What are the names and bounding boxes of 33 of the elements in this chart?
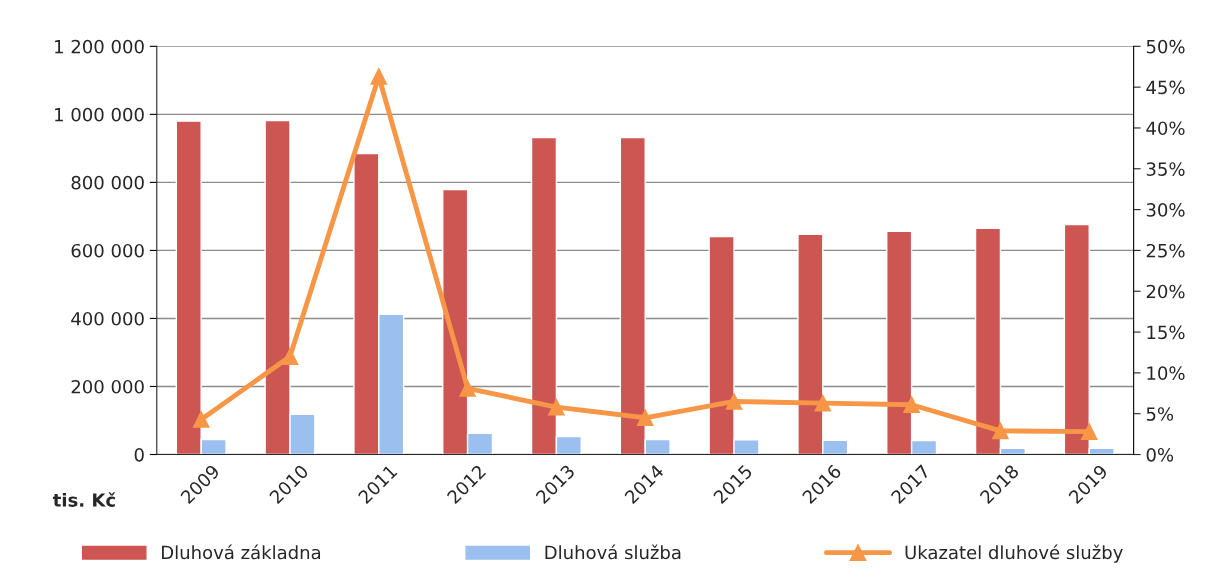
y2-tick-label: 5% <box>1146 407 1174 421</box>
legend-label: Ukazatel dluhové služby <box>905 544 1123 563</box>
point <box>992 422 1009 440</box>
point <box>725 393 743 410</box>
point <box>1080 423 1098 440</box>
y2-tick-label: 0% <box>1146 447 1174 462</box>
y2-tick-label: 30% <box>1146 203 1185 217</box>
y2-tick-label: 35% <box>1146 162 1185 176</box>
legend-label: Dluhová služba <box>545 544 681 560</box>
y-tick-label: 1 200 000 <box>55 39 144 54</box>
y2-tick-label: 45% <box>1146 80 1185 95</box>
y2-tick-label: 40% <box>1146 121 1185 136</box>
point <box>370 68 388 85</box>
text: tis. Kč <box>52 492 116 507</box>
y2-tick-label: 15% <box>1147 325 1185 340</box>
point <box>192 411 210 428</box>
point <box>281 348 299 365</box>
y-tick-label: 1 000 000 <box>55 107 144 122</box>
y2-tick-label: 25% <box>1146 243 1185 258</box>
y2-tick-label: 10% <box>1147 366 1185 380</box>
point <box>459 380 476 397</box>
y-tick-label: 600 000 <box>71 243 144 258</box>
y-tick-label: 400 000 <box>71 311 144 326</box>
point <box>814 394 832 412</box>
point <box>903 396 920 414</box>
y-tick-label: 200 000 <box>71 379 144 394</box>
y2-tick-label: 50% <box>1146 39 1185 54</box>
y-tick-label: 0 <box>134 447 144 462</box>
point <box>548 398 565 416</box>
legend-label: Dluhová základna <box>162 544 321 560</box>
y2-tick-label: 20% <box>1146 284 1185 299</box>
point <box>636 409 654 427</box>
y-tick-label: 800 000 <box>71 175 144 190</box>
